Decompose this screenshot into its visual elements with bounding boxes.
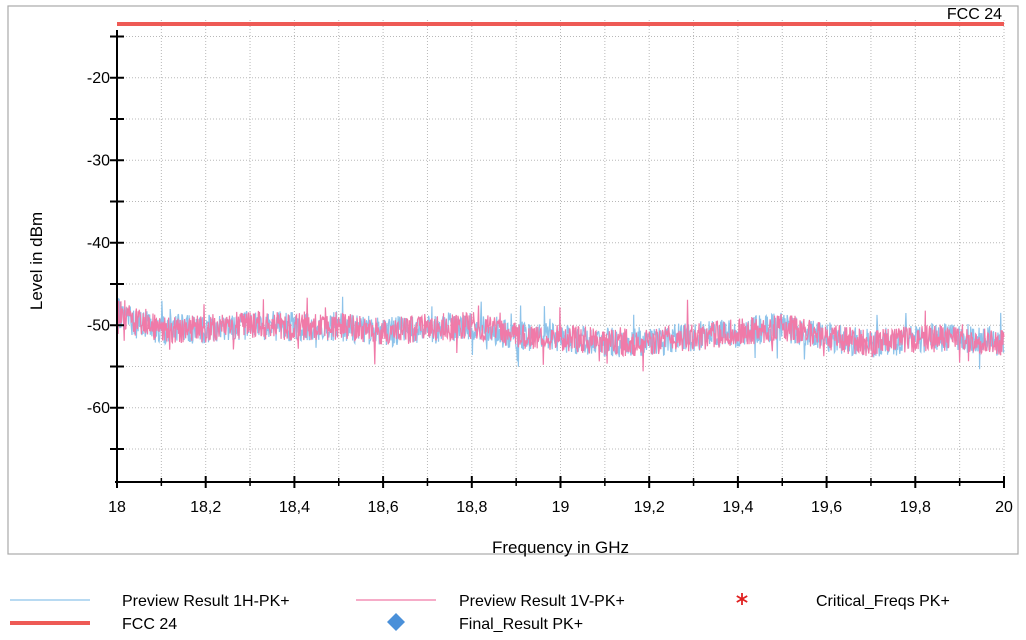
legend-label: FCC 24 [122,616,177,633]
y-tick-label: -40 [87,235,110,252]
x-tick-label: 19,8 [900,499,931,516]
legend-label: Preview Result 1V-PK+ [459,593,625,610]
legend-label: Critical_Freqs PK+ [816,593,950,610]
y-tick-label: -20 [87,70,110,87]
asterisk-icon-stroke [736,595,748,603]
x-tick-label: 19,2 [634,499,665,516]
limit-line-label: FCC 24 [947,6,1002,23]
legend-label: Preview Result 1H-PK+ [122,593,290,610]
y-tick-label: -50 [87,317,110,334]
x-tick-label: 18 [108,499,126,516]
x-axis-title: Frequency in GHz [492,538,629,557]
legend: Preview Result 1H-PK+ Preview Result 1V-P… [10,593,950,633]
diamond-icon [387,613,405,631]
y-axis-title: Level in dBm [27,212,46,310]
x-tick-label: 18,2 [190,499,221,516]
x-tick-label: 19 [552,499,570,516]
chart-frame [7,5,1019,555]
gridlines [117,20,1005,482]
axis-ticks: 18 18,2 18,4 18,6 18,8 19 19,2 19,4 19,6 19,8 20 -2… [87,35,1013,516]
trace-preview-1h [116,296,1005,370]
x-tick-label: 18,8 [456,499,487,516]
preview-traces [116,296,1005,372]
x-tick-label: 19,4 [722,499,753,516]
x-tick-label: 20 [995,499,1013,516]
x-tick-label: 19,6 [811,499,842,516]
legend-label: Final_Result PK+ [459,616,583,633]
y-tick-label: -60 [87,400,110,417]
x-tick-label: 18,6 [368,499,399,516]
trace-preview-1v [116,297,1005,372]
x-tick-label: 18,4 [279,499,310,516]
y-tick-label: -30 [87,152,110,169]
